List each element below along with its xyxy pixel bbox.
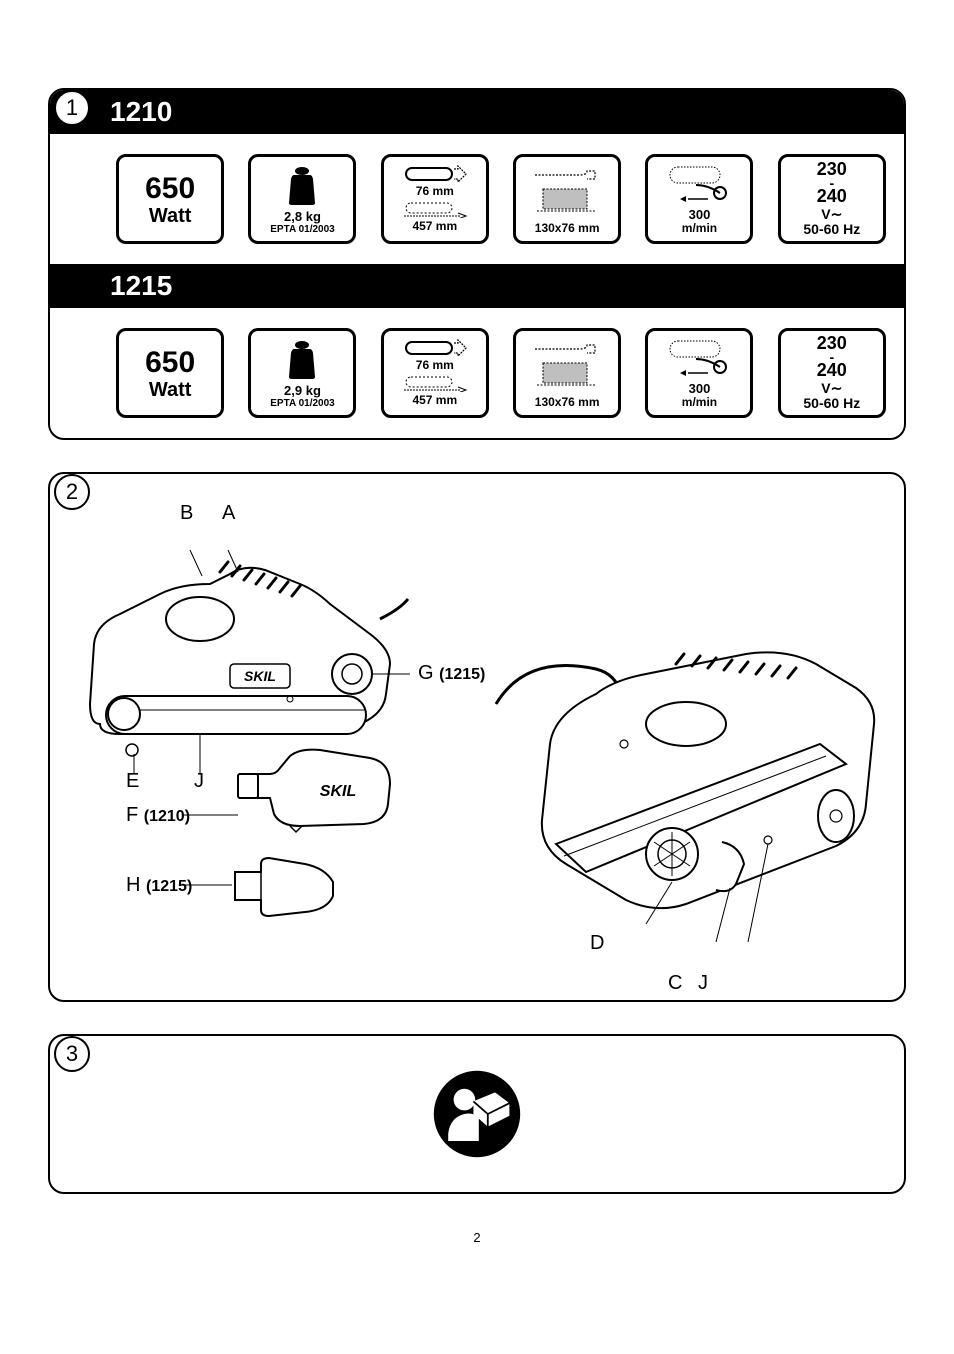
speed-value: 300 <box>689 382 711 396</box>
callout-f: F (1210) <box>126 804 190 827</box>
spec-row: 650 Watt 2,8 kg EPTA 01/2003 <box>50 134 904 264</box>
watt-unit: Watt <box>149 379 192 401</box>
model-bar: 1215 <box>50 264 904 308</box>
spec-belt-size: 76 mm 457 mm <box>381 154 489 244</box>
spec-sanding-area: 130x76 mm <box>513 328 621 418</box>
watt-value: 650 <box>145 172 195 205</box>
speed-icon <box>664 337 734 382</box>
voltage-hi: 240 <box>817 361 847 381</box>
sanding-area-icon <box>527 337 607 396</box>
leader-line <box>182 878 242 892</box>
figure-2-number: 2 <box>54 474 90 510</box>
belt-length: 457 mm <box>412 394 457 407</box>
belt-width: 76 mm <box>416 185 454 198</box>
belt-size-icon: 76 mm 457 mm <box>400 337 470 409</box>
spec-watt: 650 Watt <box>116 328 224 418</box>
spec-belt-size: 76 mm 457 mm <box>381 328 489 418</box>
callout-j2: J <box>698 972 708 995</box>
figure-1: 1 1210 650 Watt 2,8 kg EPTA 01/2003 <box>48 88 906 440</box>
voltage-unit: V∼ <box>821 381 842 396</box>
callout-c: C <box>668 972 682 995</box>
svg-text:SKIL: SKIL <box>320 783 356 800</box>
belt-width: 76 mm <box>416 359 454 372</box>
figure-2-panel: SKIL SKIL <box>48 472 906 1002</box>
speed-unit: m/min <box>682 222 717 235</box>
voltage-hz: 50-60 Hz <box>803 222 860 237</box>
speed-icon <box>664 163 734 208</box>
figure-3: 3 <box>48 1034 906 1194</box>
svg-text:SKIL: SKIL <box>244 668 276 684</box>
figure-1-panel: 1210 650 Watt 2,8 kg EPTA 01/2003 <box>48 88 906 440</box>
weight-value: 2,8 kg <box>284 210 321 224</box>
callout-a: A <box>222 502 235 525</box>
read-manual-icon <box>432 1069 522 1159</box>
voltage-unit: V∼ <box>821 207 842 222</box>
weight-note: EPTA 01/2003 <box>270 398 334 409</box>
sanding-area-value: 130x76 mm <box>535 222 600 235</box>
callout-e: E <box>126 770 139 793</box>
weight-value: 2,9 kg <box>284 384 321 398</box>
sanding-area-icon <box>527 163 607 222</box>
callout-b: B <box>180 502 193 525</box>
spec-voltage: 230 - 240 V∼ 50-60 Hz <box>778 154 886 244</box>
callout-g: G (1215) <box>418 662 485 685</box>
sanding-area-value: 130x76 mm <box>535 396 600 409</box>
model-bar: 1210 <box>50 90 904 134</box>
weight-icon <box>282 337 322 384</box>
spec-voltage: 230 - 240 V∼ 50-60 Hz <box>778 328 886 418</box>
voltage-hz: 50-60 Hz <box>803 396 860 411</box>
spec-watt: 650 Watt <box>116 154 224 244</box>
page-number: 2 <box>48 1230 906 1245</box>
watt-value: 650 <box>145 346 195 379</box>
watt-unit: Watt <box>149 205 192 227</box>
figure-1-number: 1 <box>54 90 90 126</box>
sander-right-illustration <box>486 624 886 954</box>
figure-3-number: 3 <box>54 1036 90 1072</box>
voltage-hi: 240 <box>817 187 847 207</box>
leader-line <box>182 808 242 822</box>
weight-note: EPTA 01/2003 <box>270 224 334 235</box>
dust-bag-illustration: SKIL <box>230 744 400 834</box>
figure-3-panel <box>48 1034 906 1194</box>
belt-size-icon: 76 mm 457 mm <box>400 163 470 235</box>
figure-2: 2 SKIL <box>48 472 906 1002</box>
spec-speed: 300 m/min <box>645 328 753 418</box>
spec-weight: 2,8 kg EPTA 01/2003 <box>248 154 356 244</box>
callout-d: D <box>590 932 604 955</box>
speed-value: 300 <box>689 208 711 222</box>
belt-length: 457 mm <box>412 220 457 233</box>
weight-icon <box>282 163 322 210</box>
callout-j: J <box>194 770 204 793</box>
spec-speed: 300 m/min <box>645 154 753 244</box>
adapter-illustration <box>225 852 345 922</box>
speed-unit: m/min <box>682 396 717 409</box>
spec-weight: 2,9 kg EPTA 01/2003 <box>248 328 356 418</box>
spec-sanding-area: 130x76 mm <box>513 154 621 244</box>
spec-row: 650 Watt 2,9 kg EPTA 01/2003 <box>50 308 904 438</box>
